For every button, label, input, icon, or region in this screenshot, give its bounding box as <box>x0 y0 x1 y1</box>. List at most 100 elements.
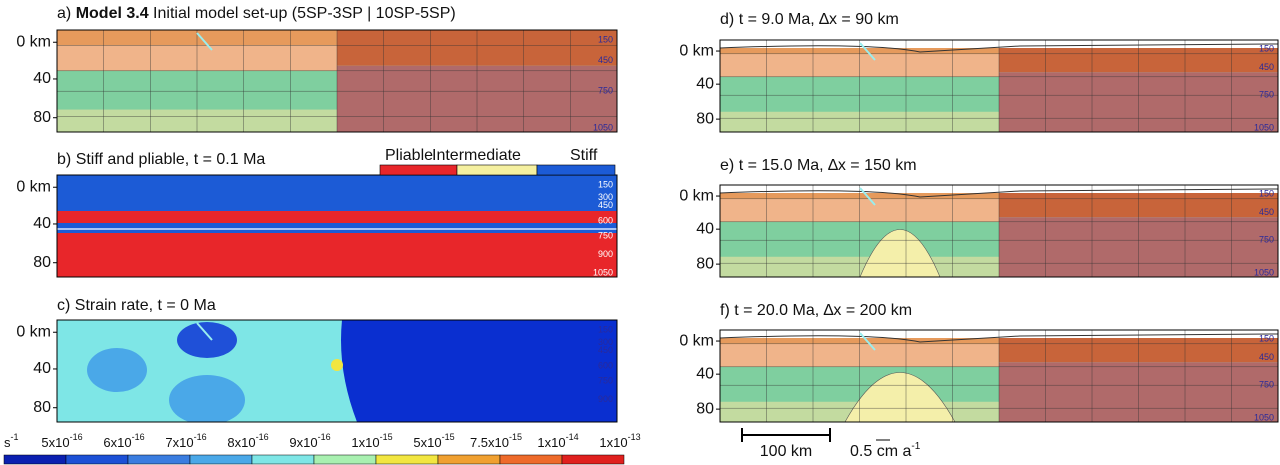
depth-tick-label: 0 km <box>679 332 714 349</box>
colorbar-cell <box>127 454 191 465</box>
panel-frame <box>719 329 1279 423</box>
legend-swatch <box>379 164 458 176</box>
depth-tick-label: 80 <box>33 109 51 126</box>
panel <box>57 175 617 277</box>
shear-zone <box>196 32 213 51</box>
text-part: a) <box>57 5 71 22</box>
text-part: -1 <box>11 432 19 442</box>
isotherm-label: 1050 <box>593 122 613 132</box>
text-part: Model 3.4 <box>76 5 149 22</box>
text-part: Stiff and pliable, t = 0.1 Ma <box>76 151 266 168</box>
isotherm-label: 450 <box>1259 62 1274 72</box>
text-part: Initial model set-up (5SP-3SP | 10SP-5SP… <box>153 5 456 22</box>
text-part: 7.5x10 <box>470 435 509 450</box>
strain-blob <box>331 359 343 371</box>
depth-tick-label: 40 <box>696 75 714 92</box>
legend-label: Pliable <box>385 147 433 164</box>
text-part: t = 15.0 Ma, ∆x = 150 km <box>739 157 917 174</box>
colorbar-cell <box>251 454 315 465</box>
topography <box>720 188 1278 198</box>
isotherm-label: 150 <box>1259 334 1274 344</box>
shear-zone <box>196 322 213 341</box>
colorbar-cell <box>375 454 439 465</box>
text-part: 1x10 <box>537 435 565 450</box>
colorbar-label: 8x10-16 <box>227 432 268 450</box>
text-part: 5x10 <box>41 435 69 450</box>
depth-tick-label: 80 <box>33 399 51 416</box>
colorbar-label: 7x10-16 <box>165 432 206 450</box>
panel-title: b) Stiff and pliable, t = 0.1 Ma <box>57 151 265 168</box>
depth-tick-label: 0 km <box>16 178 51 195</box>
depth-tick-label: 40 <box>33 360 51 377</box>
depth-tick-label: 0 km <box>679 42 714 59</box>
isotherm-label: 150 <box>1259 44 1274 54</box>
panel <box>720 40 1278 132</box>
text-part: -16 <box>194 432 207 442</box>
panel-title: f) t = 20.0 Ma, ∆x = 200 km <box>720 302 912 319</box>
isotherm-label: 300 <box>598 192 613 202</box>
depth-tick-label: 0 km <box>16 323 51 340</box>
strain-blob <box>177 322 237 358</box>
text-part: -15 <box>509 432 522 442</box>
isotherm-label: 750 <box>1259 235 1274 245</box>
text-part: -1 <box>911 441 920 452</box>
legend-swatch <box>536 164 616 176</box>
isotherm-label: 300 <box>598 337 613 347</box>
isotherm-label: 450 <box>1259 207 1274 217</box>
low-strain-zone <box>341 320 617 422</box>
isotherm-label: 450 <box>598 200 613 210</box>
isotherm-label: 750 <box>598 86 613 96</box>
colorbar-label: 5x10-15 <box>413 432 454 450</box>
panel-frame <box>56 319 618 423</box>
topography <box>720 333 1278 343</box>
colorbar-cell <box>3 454 67 465</box>
panel <box>720 330 1278 422</box>
colorbar-cell <box>313 454 377 465</box>
text-part: Strain rate, t = 0 Ma <box>75 297 216 314</box>
dome <box>859 229 941 277</box>
depth-tick-label: 40 <box>696 365 714 382</box>
text-part: -16 <box>132 432 145 442</box>
isotherm-label: 1050 <box>1254 268 1274 278</box>
depth-tick-label: 40 <box>696 220 714 237</box>
topography <box>720 43 1278 53</box>
legend-label: Stiff <box>570 147 598 164</box>
depth-tick-label: 80 <box>696 400 714 417</box>
strain-blob <box>87 348 147 392</box>
depth-tick-label: 80 <box>33 254 51 271</box>
isotherm-label: 750 <box>598 231 613 241</box>
text-part: -14 <box>566 432 579 442</box>
colorbar-label: 1x10-15 <box>351 432 392 450</box>
text-part: -15 <box>442 432 455 442</box>
panel-frame <box>56 174 618 278</box>
colorbar-label: 5x10-16 <box>41 432 82 450</box>
isotherm-label: 150 <box>598 35 613 45</box>
text-part: -15 <box>380 432 393 442</box>
isotherm-label: 1050 <box>1254 123 1274 133</box>
text-part: e) <box>720 157 734 174</box>
colorbar-label: 7.5x10-15 <box>470 432 522 450</box>
isotherm-label: 450 <box>598 55 613 65</box>
text-part: t = 20.0 Ma, ∆x = 200 km <box>734 302 912 319</box>
text-part: t = 9.0 Ma, ∆x = 90 km <box>739 11 899 28</box>
depth-tick-label: 0 km <box>679 187 714 204</box>
panel-frame <box>719 184 1279 278</box>
text-part: 5x10 <box>413 435 441 450</box>
legend-label: Intermediate <box>432 147 521 164</box>
text-part: c) <box>57 297 70 314</box>
colorbar-unit: s-1 <box>4 432 19 450</box>
depth-tick-label: 0 km <box>16 33 51 50</box>
velocity-label: 0.5 cm a-1 <box>850 441 921 461</box>
text-part: f) <box>720 302 730 319</box>
colorbar-label: 1x10-13 <box>599 432 640 450</box>
isotherm-label: 1050 <box>593 267 613 277</box>
isotherm-label: 450 <box>1259 352 1274 362</box>
isotherm-label: 900 <box>598 249 613 259</box>
strain-blob <box>169 375 245 422</box>
layer <box>57 233 617 277</box>
text-part: -13 <box>628 432 641 442</box>
panel <box>57 320 617 422</box>
text-part: -16 <box>70 432 83 442</box>
layer <box>57 211 617 223</box>
colorbar-label: 6x10-16 <box>103 432 144 450</box>
